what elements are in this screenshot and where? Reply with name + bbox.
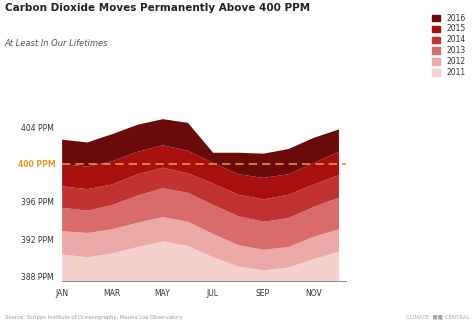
Text: At Least In Our Lifetimes: At Least In Our Lifetimes (5, 39, 108, 48)
Text: Carbon Dioxide Moves Permanently Above 400 PPM: Carbon Dioxide Moves Permanently Above 4… (5, 3, 310, 13)
Legend: 2016, 2015, 2014, 2013, 2012, 2011: 2016, 2015, 2014, 2013, 2012, 2011 (432, 14, 465, 77)
Text: CLIMATE  ■■ CENTRAL: CLIMATE ■■ CENTRAL (406, 315, 469, 320)
Text: Source: Scripps Institute of Oceanography, Mauna Loa Observatory: Source: Scripps Institute of Oceanograph… (5, 315, 182, 320)
Text: 400 PPM: 400 PPM (18, 160, 56, 169)
